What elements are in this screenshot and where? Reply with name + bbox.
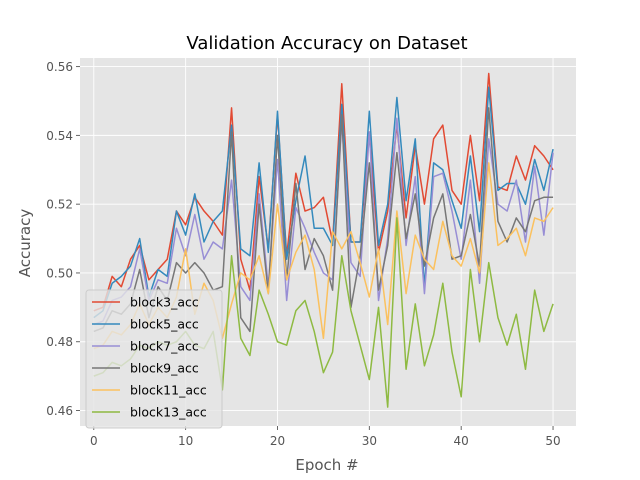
y-tick-label: 0.56 <box>46 60 73 74</box>
y-tick-label: 0.50 <box>46 266 73 280</box>
y-axis-label: Accuracy <box>16 209 34 278</box>
legend-label: block3_acc <box>130 295 199 310</box>
tick-labels: 0 10 20 30 40 50 0.46 0.48 0.50 0.52 0.54 0.56 <box>46 60 560 448</box>
legend-label: block11_acc <box>130 383 207 398</box>
y-tick-label: 0.52 <box>46 198 73 212</box>
legend-label: block7_acc <box>130 339 199 354</box>
chart-title: Validation Accuracy on Dataset <box>186 33 467 54</box>
y-tick-label: 0.46 <box>46 404 73 418</box>
x-axis-label: Epoch # <box>295 456 358 474</box>
x-tick-label: 10 <box>178 434 193 448</box>
x-tick-label: 50 <box>545 434 560 448</box>
y-tick-label: 0.48 <box>46 335 73 349</box>
legend-label: block5_acc <box>130 317 199 332</box>
x-tick-label: 40 <box>454 434 469 448</box>
x-tick-label: 30 <box>362 434 377 448</box>
legend: block3_acc block5_acc block7_acc block9_acc… <box>85 289 223 429</box>
y-tick-label: 0.54 <box>46 129 73 143</box>
x-tick-label: 20 <box>270 434 285 448</box>
x-tick-label: 0 <box>90 434 98 448</box>
series-line-block9_acc <box>93 107 554 333</box>
series-line-block5_acc <box>93 86 554 319</box>
series-line-block3_acc <box>93 72 554 312</box>
legend-label: block9_acc <box>130 361 199 376</box>
legend-label: block13_acc <box>130 405 207 420</box>
